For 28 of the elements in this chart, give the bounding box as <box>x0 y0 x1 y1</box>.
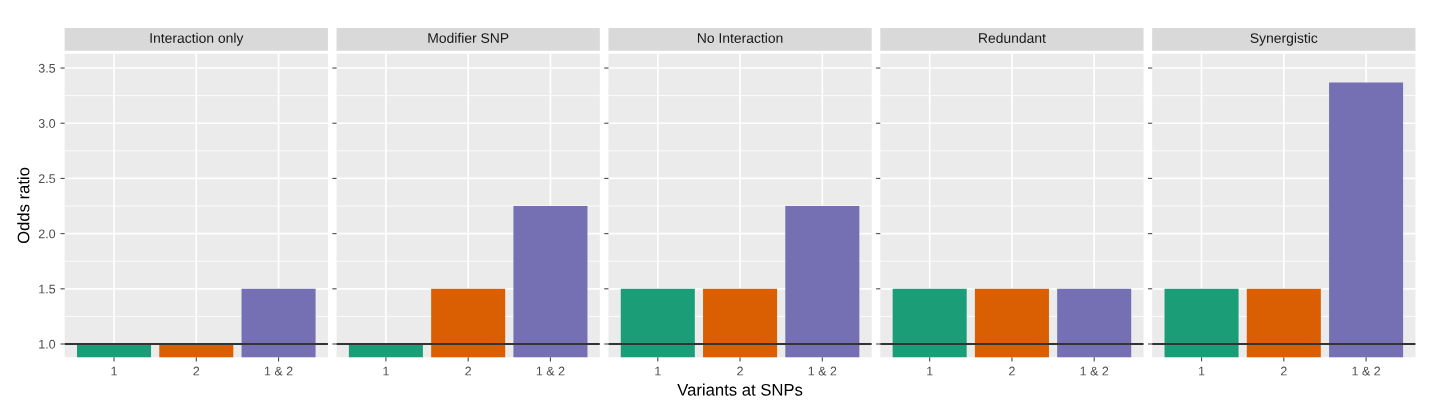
x-tick-label: 1 <box>927 366 933 376</box>
chart-title: Redundant <box>979 32 1046 43</box>
y-tick-label: 2.0 <box>38 229 56 239</box>
y-tick-label: 3.5 <box>38 63 56 73</box>
x-tick-label: 1 <box>655 366 661 376</box>
x-tick-label: 1 & 2 <box>264 366 293 376</box>
x-tick-label: 2 <box>1009 366 1015 376</box>
x-tick-label: 2 <box>465 366 472 376</box>
chart-title: Synergistic <box>1250 32 1318 46</box>
chart-title: Modifier SNP <box>428 32 509 43</box>
y-tick-label: 1.5 <box>39 284 56 294</box>
x-tick-label: 1 & 2 <box>808 366 837 376</box>
chart-title: No Interaction <box>697 32 783 43</box>
y-tick-label: 2.5 <box>38 174 56 184</box>
x-tick-label: 1 & 2 <box>536 366 565 376</box>
y-axis-title: Odds ratio <box>17 167 30 244</box>
x-tick-label: 1 & 2 <box>1352 366 1381 376</box>
x-axis-title: Variants at SNPs <box>677 383 803 396</box>
x-tick-label: 2 <box>1280 366 1287 376</box>
x-tick-label: 1 <box>1199 366 1205 376</box>
x-tick-label: 1 & 2 <box>1080 366 1109 376</box>
x-tick-label: 2 <box>193 366 200 376</box>
x-tick-label: 2 <box>737 366 743 376</box>
x-tick-label: 1 <box>111 366 117 376</box>
y-tick-label: 3.0 <box>38 119 56 128</box>
y-tick-label: 1.0 <box>39 339 56 349</box>
x-tick-label: 1 <box>383 366 389 376</box>
chart-title: Interaction only <box>150 32 244 46</box>
